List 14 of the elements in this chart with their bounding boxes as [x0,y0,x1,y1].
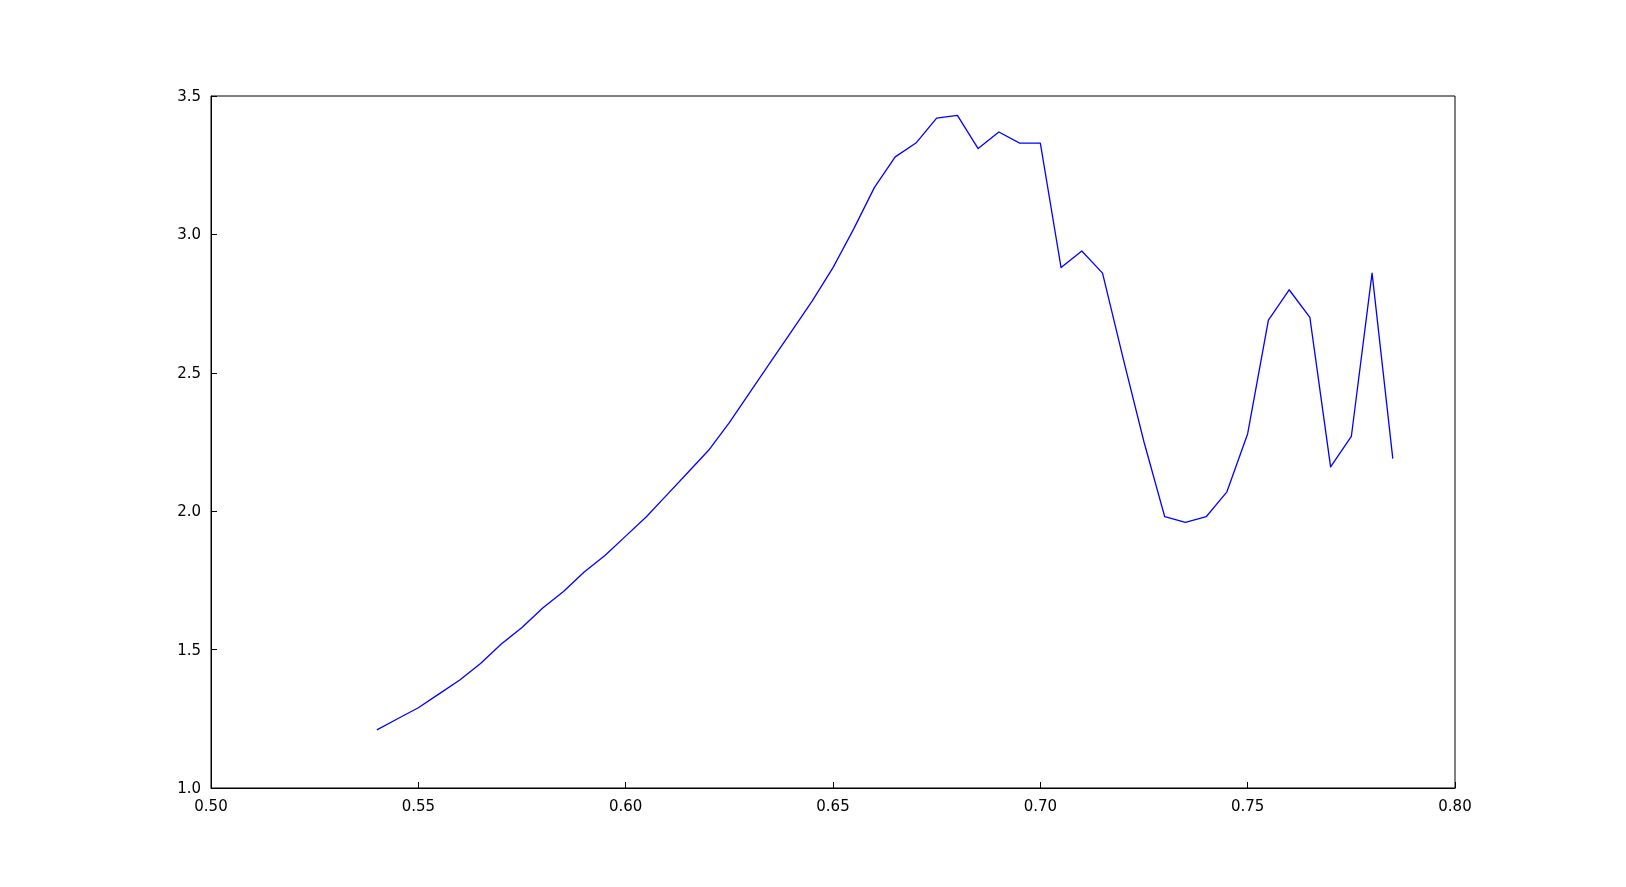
y-tick-label: 3.5 [177,87,201,105]
x-tick-label: 0.75 [1230,796,1265,815]
x-tick-label: 0.65 [816,796,850,815]
x-tick-label: 0.55 [401,796,436,815]
y-tick-label: 1.0 [177,779,201,797]
x-tick-label: 0.60 [608,796,643,815]
y-tick-label: 2.5 [177,363,201,382]
y-tick-label: 2.0 [177,502,201,521]
x-tick-label: 0.80 [1438,796,1472,815]
x-tick-label: 0.70 [1023,796,1058,815]
x-tick-label: 0.50 [194,796,228,815]
line-series [376,114,1394,731]
y-tick-label: 1.5 [177,640,201,659]
y-tick-label: 3.0 [177,225,201,244]
